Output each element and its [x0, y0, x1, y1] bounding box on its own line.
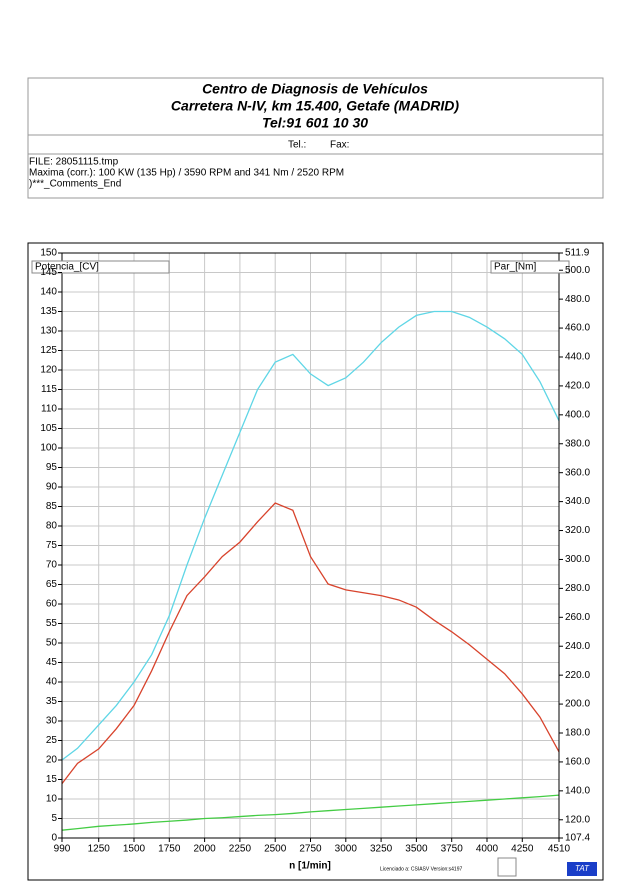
badge-box [567, 862, 597, 876]
x-axis-label: n [1/min] [289, 861, 331, 872]
x-tick-label: 1500 [123, 844, 146, 855]
y2-tick-label: 120.0 [565, 814, 590, 825]
header-title: Carretera N-IV, km 15.400, Getafe (MADRI… [171, 98, 459, 114]
y-tick-label: 40 [46, 677, 58, 688]
y2-tick-label: 107.4 [565, 833, 590, 844]
y2-tick-label: 220.0 [565, 670, 590, 681]
y-tick-label: 70 [46, 560, 58, 571]
header-box [27, 77, 604, 199]
series-line [61, 502, 560, 785]
y-tick-label: 100 [40, 443, 57, 454]
y2-label-box [490, 260, 570, 274]
y2-tick-label: 240.0 [565, 641, 590, 652]
y2-tick-label: 200.0 [565, 699, 590, 710]
header-title: Centro de Diagnosis de Vehículos [202, 81, 428, 97]
y-tick-label: 110 [41, 404, 57, 415]
y2-tick-label: 400.0 [565, 409, 590, 420]
y-tick-label: 145 [40, 267, 57, 278]
x-tick-label: 3500 [405, 844, 428, 855]
y-tick-label: 150 [40, 248, 57, 259]
x-tick-label: 3250 [370, 844, 393, 855]
y2-tick-label: 340.0 [565, 496, 590, 507]
y-tick-label: 115 [41, 384, 57, 395]
y-tick-label: 75 [46, 540, 58, 551]
y-tick-label: 90 [46, 482, 58, 493]
y2-tick-label: 140.0 [565, 785, 590, 796]
y-tick-label: 35 [46, 696, 58, 707]
x-tick-label: 2000 [193, 844, 216, 855]
header-title: Tel:91 601 10 30 [262, 115, 368, 131]
info-line: Maxima (corr.): 100 KW (135 Hp) / 3590 R… [29, 168, 344, 179]
y-tick-label: 5 [51, 813, 57, 824]
x-tick-label: 1250 [88, 844, 111, 855]
x-tick-label: 4250 [511, 844, 534, 855]
y2-tick-label: 180.0 [565, 728, 590, 739]
y2-tick-label: 260.0 [565, 612, 590, 623]
y-tick-label: 80 [46, 521, 58, 532]
y-tick-label: 55 [46, 618, 58, 629]
x-tick-label: 990 [54, 844, 71, 855]
y-tick-label: 15 [46, 774, 58, 785]
y-tick-label: 45 [46, 657, 58, 668]
y-tick-label: 0 [51, 833, 57, 844]
x-tick-label: 4510 [548, 844, 571, 855]
y2-tick-label: 320.0 [565, 525, 590, 536]
x-tick-label: 1750 [158, 844, 181, 855]
chart-frame [27, 242, 604, 881]
series-line [61, 310, 560, 761]
grid [61, 252, 560, 839]
y-tick-label: 135 [40, 306, 57, 317]
y-tick-label: 85 [46, 501, 58, 512]
fax: Fax: [330, 140, 349, 151]
tel: Tel.: [288, 140, 306, 151]
y-tick-label: 130 [40, 326, 57, 337]
info-line: )***_Comments_End [29, 179, 121, 190]
y2-tick-label: 440.0 [565, 352, 590, 363]
y-tick-label: 95 [46, 462, 58, 473]
y2-tick-label: 380.0 [565, 438, 590, 449]
y-tick-label: 25 [46, 735, 58, 746]
y-tick-label: 30 [46, 716, 58, 727]
y2-tick-label: 511.9 [565, 248, 590, 259]
y-axis-label: Potencia_[CV] [35, 262, 99, 273]
info-line: FILE: 28051115.tmp [29, 157, 119, 168]
y-tick-label: 140 [40, 287, 57, 298]
y-tick-label: 10 [46, 794, 58, 805]
y2-tick-label: 500.0 [565, 265, 590, 276]
y2-tick-label: 480.0 [565, 294, 590, 305]
x-tick-label: 4000 [476, 844, 499, 855]
plot-lines [61, 310, 560, 831]
y-tick-label: 120 [40, 365, 57, 376]
x-tick-label: 3000 [335, 844, 358, 855]
y2-tick-label: 460.0 [565, 323, 590, 334]
x-tick-label: 2750 [299, 844, 322, 855]
y2-tick-label: 300.0 [565, 554, 590, 565]
y2-tick-label: 160.0 [565, 757, 590, 768]
y-tick-label: 20 [46, 755, 58, 766]
y2-axis-label: Par_[Nm] [494, 262, 536, 273]
x-tick-label: 3750 [441, 844, 464, 855]
y-tick-label: 65 [46, 579, 58, 590]
y2-tick-label: 420.0 [565, 381, 590, 392]
badge: TAT [575, 864, 590, 873]
y-tick-label: 50 [46, 638, 58, 649]
license: Licenciado a: CSIASV Version:s4197 [380, 866, 462, 872]
y2-tick-label: 360.0 [565, 467, 590, 478]
x-tick-label: 2500 [264, 844, 287, 855]
y2-tick-label: 280.0 [565, 583, 590, 594]
button [497, 857, 517, 877]
series-line [61, 794, 560, 831]
y-tick-label: 125 [40, 345, 57, 356]
x-tick-label: 2250 [229, 844, 252, 855]
y-tick-label: 60 [46, 599, 58, 610]
y-tick-label: 105 [40, 423, 57, 434]
y-label-box [31, 260, 170, 274]
